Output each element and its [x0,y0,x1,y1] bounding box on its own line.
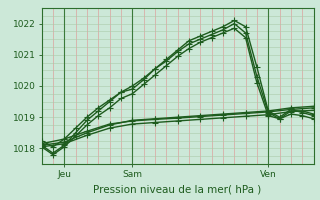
X-axis label: Pression niveau de la mer( hPa ): Pression niveau de la mer( hPa ) [93,184,262,194]
